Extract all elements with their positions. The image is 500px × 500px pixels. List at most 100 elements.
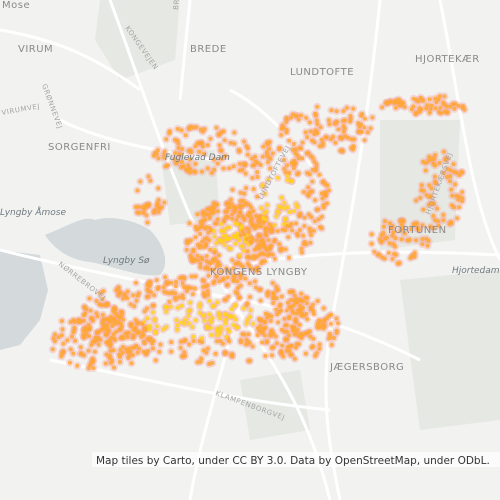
density-dot <box>292 293 297 298</box>
density-dot <box>329 312 334 317</box>
density-dot <box>286 174 290 178</box>
density-dot <box>207 212 211 217</box>
density-dot <box>351 106 356 111</box>
density-dot <box>296 117 301 122</box>
density-dot <box>431 213 436 218</box>
density-dot <box>76 318 81 323</box>
density-dot <box>315 131 320 136</box>
density-dot <box>317 342 322 347</box>
density-dot <box>226 200 230 205</box>
density-dot <box>296 308 301 312</box>
density-dot <box>291 311 296 315</box>
density-dot <box>195 258 200 263</box>
density-dot <box>117 315 122 320</box>
place-label: LUNDTOFTE <box>290 67 354 78</box>
density-dot <box>254 238 259 243</box>
density-dot <box>202 127 207 131</box>
density-dot <box>104 352 109 357</box>
density-dot <box>153 358 158 363</box>
density-dot <box>334 109 339 114</box>
lakes <box>0 218 166 350</box>
density-dot <box>200 278 205 283</box>
density-dot <box>156 205 161 210</box>
density-dot <box>288 224 292 229</box>
density-dot <box>393 236 398 241</box>
density-dot <box>312 219 317 224</box>
density-dot <box>268 156 273 161</box>
density-dot <box>191 169 196 174</box>
density-dot <box>233 241 238 246</box>
density-dot <box>248 235 253 240</box>
density-dot <box>283 216 288 221</box>
density-dot <box>161 285 166 290</box>
density-dot <box>265 253 270 258</box>
density-dot <box>414 238 419 243</box>
density-dot <box>133 318 138 322</box>
density-dot <box>455 216 460 221</box>
density-dot <box>303 130 308 135</box>
density-dot <box>191 259 196 264</box>
density-dot <box>162 200 167 205</box>
density-dot <box>295 153 300 158</box>
density-dot <box>318 225 322 229</box>
density-dot <box>145 220 150 225</box>
density-dot <box>302 215 307 220</box>
density-dot <box>253 154 258 159</box>
density-dot <box>390 257 395 261</box>
density-dot <box>131 333 136 338</box>
density-dot <box>296 156 301 161</box>
density-dot <box>214 274 219 279</box>
density-dot <box>313 128 318 133</box>
density-dot <box>424 193 429 198</box>
density-dot <box>401 100 406 105</box>
density-dot <box>113 319 118 324</box>
density-dot <box>231 314 236 319</box>
density-dot <box>449 203 454 208</box>
density-dot <box>217 143 222 148</box>
density-dot <box>421 188 426 193</box>
density-dot <box>270 345 274 350</box>
density-dot <box>189 285 194 290</box>
density-dot <box>326 118 331 123</box>
density-dot <box>298 298 303 303</box>
density-dot <box>154 278 159 283</box>
density-dot <box>210 315 215 320</box>
density-dot <box>226 294 231 299</box>
density-dot <box>181 164 186 169</box>
density-dot <box>216 311 221 316</box>
density-dot <box>177 295 181 300</box>
density-dot <box>294 311 299 316</box>
density-dot <box>164 325 169 329</box>
density-dot <box>307 172 312 177</box>
density-dot <box>233 233 238 238</box>
density-dot <box>298 228 302 232</box>
density-dot <box>437 160 442 165</box>
density-dot <box>257 234 262 239</box>
density-dot <box>421 98 426 103</box>
density-dot <box>313 198 318 203</box>
density-dot <box>327 122 332 127</box>
density-dot <box>120 351 125 355</box>
density-dot <box>179 159 184 164</box>
density-dot <box>414 221 419 226</box>
density-dot <box>211 267 216 272</box>
density-dot <box>219 222 223 226</box>
density-dot <box>427 97 432 102</box>
density-dot <box>214 241 219 246</box>
density-dot <box>338 135 343 140</box>
density-dot <box>199 141 204 146</box>
density-dot <box>292 209 297 214</box>
density-dot <box>244 226 249 231</box>
density-dot <box>282 200 287 205</box>
density-dot <box>413 112 418 116</box>
density-dot <box>278 308 283 313</box>
density-dot <box>207 225 212 230</box>
density-dot <box>390 233 395 238</box>
density-dot <box>307 120 312 125</box>
density-dot <box>184 289 189 294</box>
density-dot <box>423 168 428 173</box>
density-dot <box>321 306 326 311</box>
density-dot <box>221 129 226 134</box>
density-dot <box>315 299 320 303</box>
